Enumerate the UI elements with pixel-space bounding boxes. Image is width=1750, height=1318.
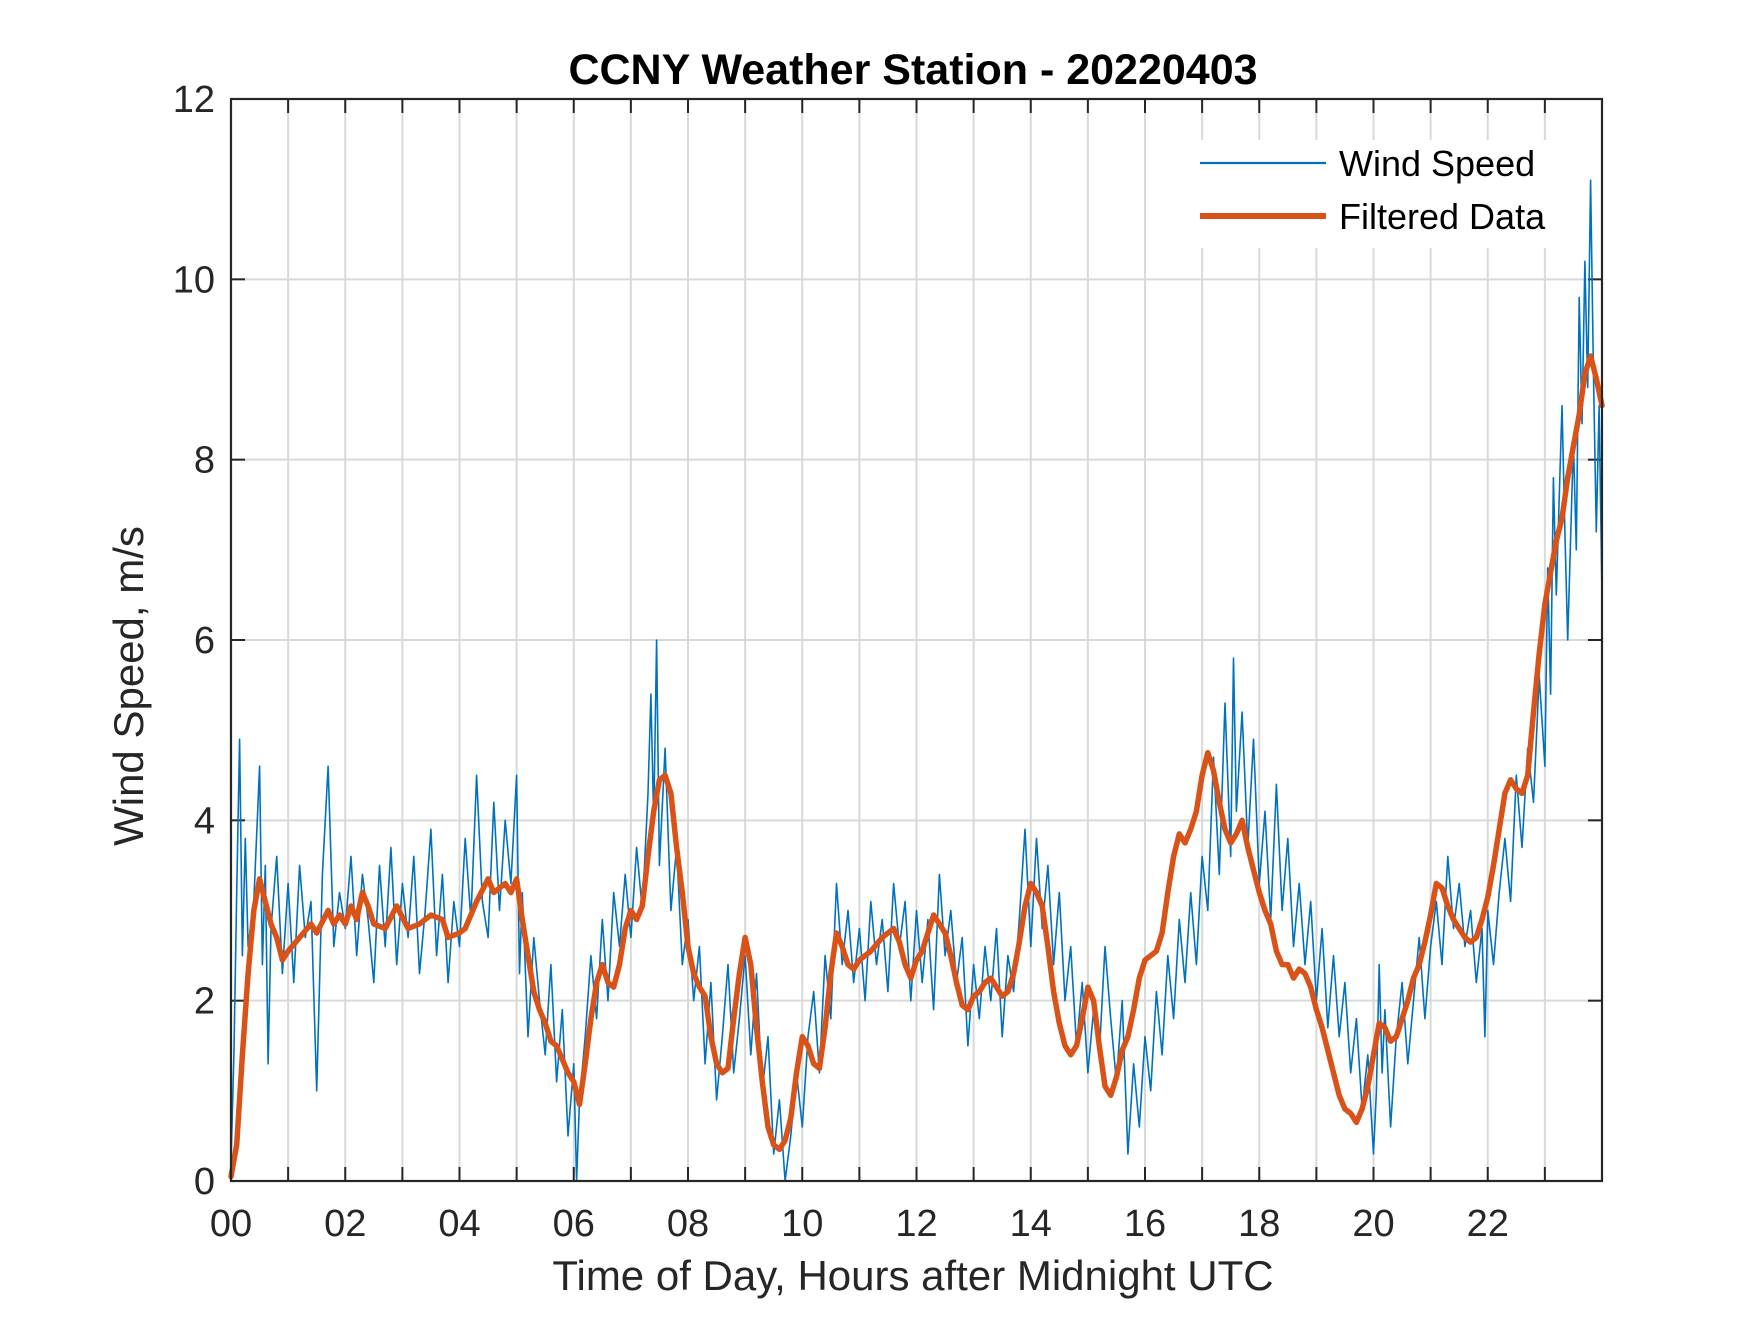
x-tick-label: 20 xyxy=(1352,1203,1394,1245)
legend: Wind Speed Filtered Data xyxy=(1190,140,1573,248)
x-tick-label: 00 xyxy=(210,1203,252,1245)
x-tick-label: 10 xyxy=(781,1203,823,1245)
x-tick-label: 18 xyxy=(1238,1203,1280,1245)
x-tick-labels: 00 02 04 06 08 10 12 14 16 18 20 22 xyxy=(210,1203,1509,1245)
y-tick-label: 10 xyxy=(173,259,215,301)
chart-title: CCNY Weather Station - 20220403 xyxy=(568,46,1257,94)
axes-box xyxy=(229,97,1604,1183)
legend-wind-speed-label: Wind Speed xyxy=(1339,143,1535,184)
x-tick-label: 06 xyxy=(553,1203,595,1245)
x-tick-label: 16 xyxy=(1124,1203,1166,1245)
y-tick-label: 2 xyxy=(194,981,215,1023)
x-tick-label: 22 xyxy=(1467,1203,1509,1245)
y-tick-labels: 0 2 4 6 8 10 12 xyxy=(173,79,215,1203)
series-line-filtered-data xyxy=(228,353,1605,1180)
x-tick-label: 08 xyxy=(667,1203,709,1245)
series-lines xyxy=(228,179,1605,1182)
x-tick-label: 14 xyxy=(1010,1203,1052,1245)
x-axis-label: Time of Day, Hours after Midnight UTC xyxy=(552,1252,1273,1299)
legend-filtered-data-label: Filtered Data xyxy=(1339,196,1546,237)
grid xyxy=(231,99,1602,1181)
y-tick-label: 6 xyxy=(194,620,215,662)
y-tick-label: 8 xyxy=(194,440,215,482)
y-tick-label: 12 xyxy=(173,79,215,121)
axis-ticks xyxy=(231,98,1602,1182)
x-tick-label: 04 xyxy=(438,1203,480,1245)
legend-box xyxy=(1190,140,1573,248)
y-tick-label: 4 xyxy=(194,800,215,842)
y-tick-label: 0 xyxy=(194,1161,215,1203)
y-axis-label: Wind Speed, m/s xyxy=(105,526,152,846)
x-tick-label: 12 xyxy=(895,1203,937,1245)
x-tick-label: 02 xyxy=(324,1203,366,1245)
